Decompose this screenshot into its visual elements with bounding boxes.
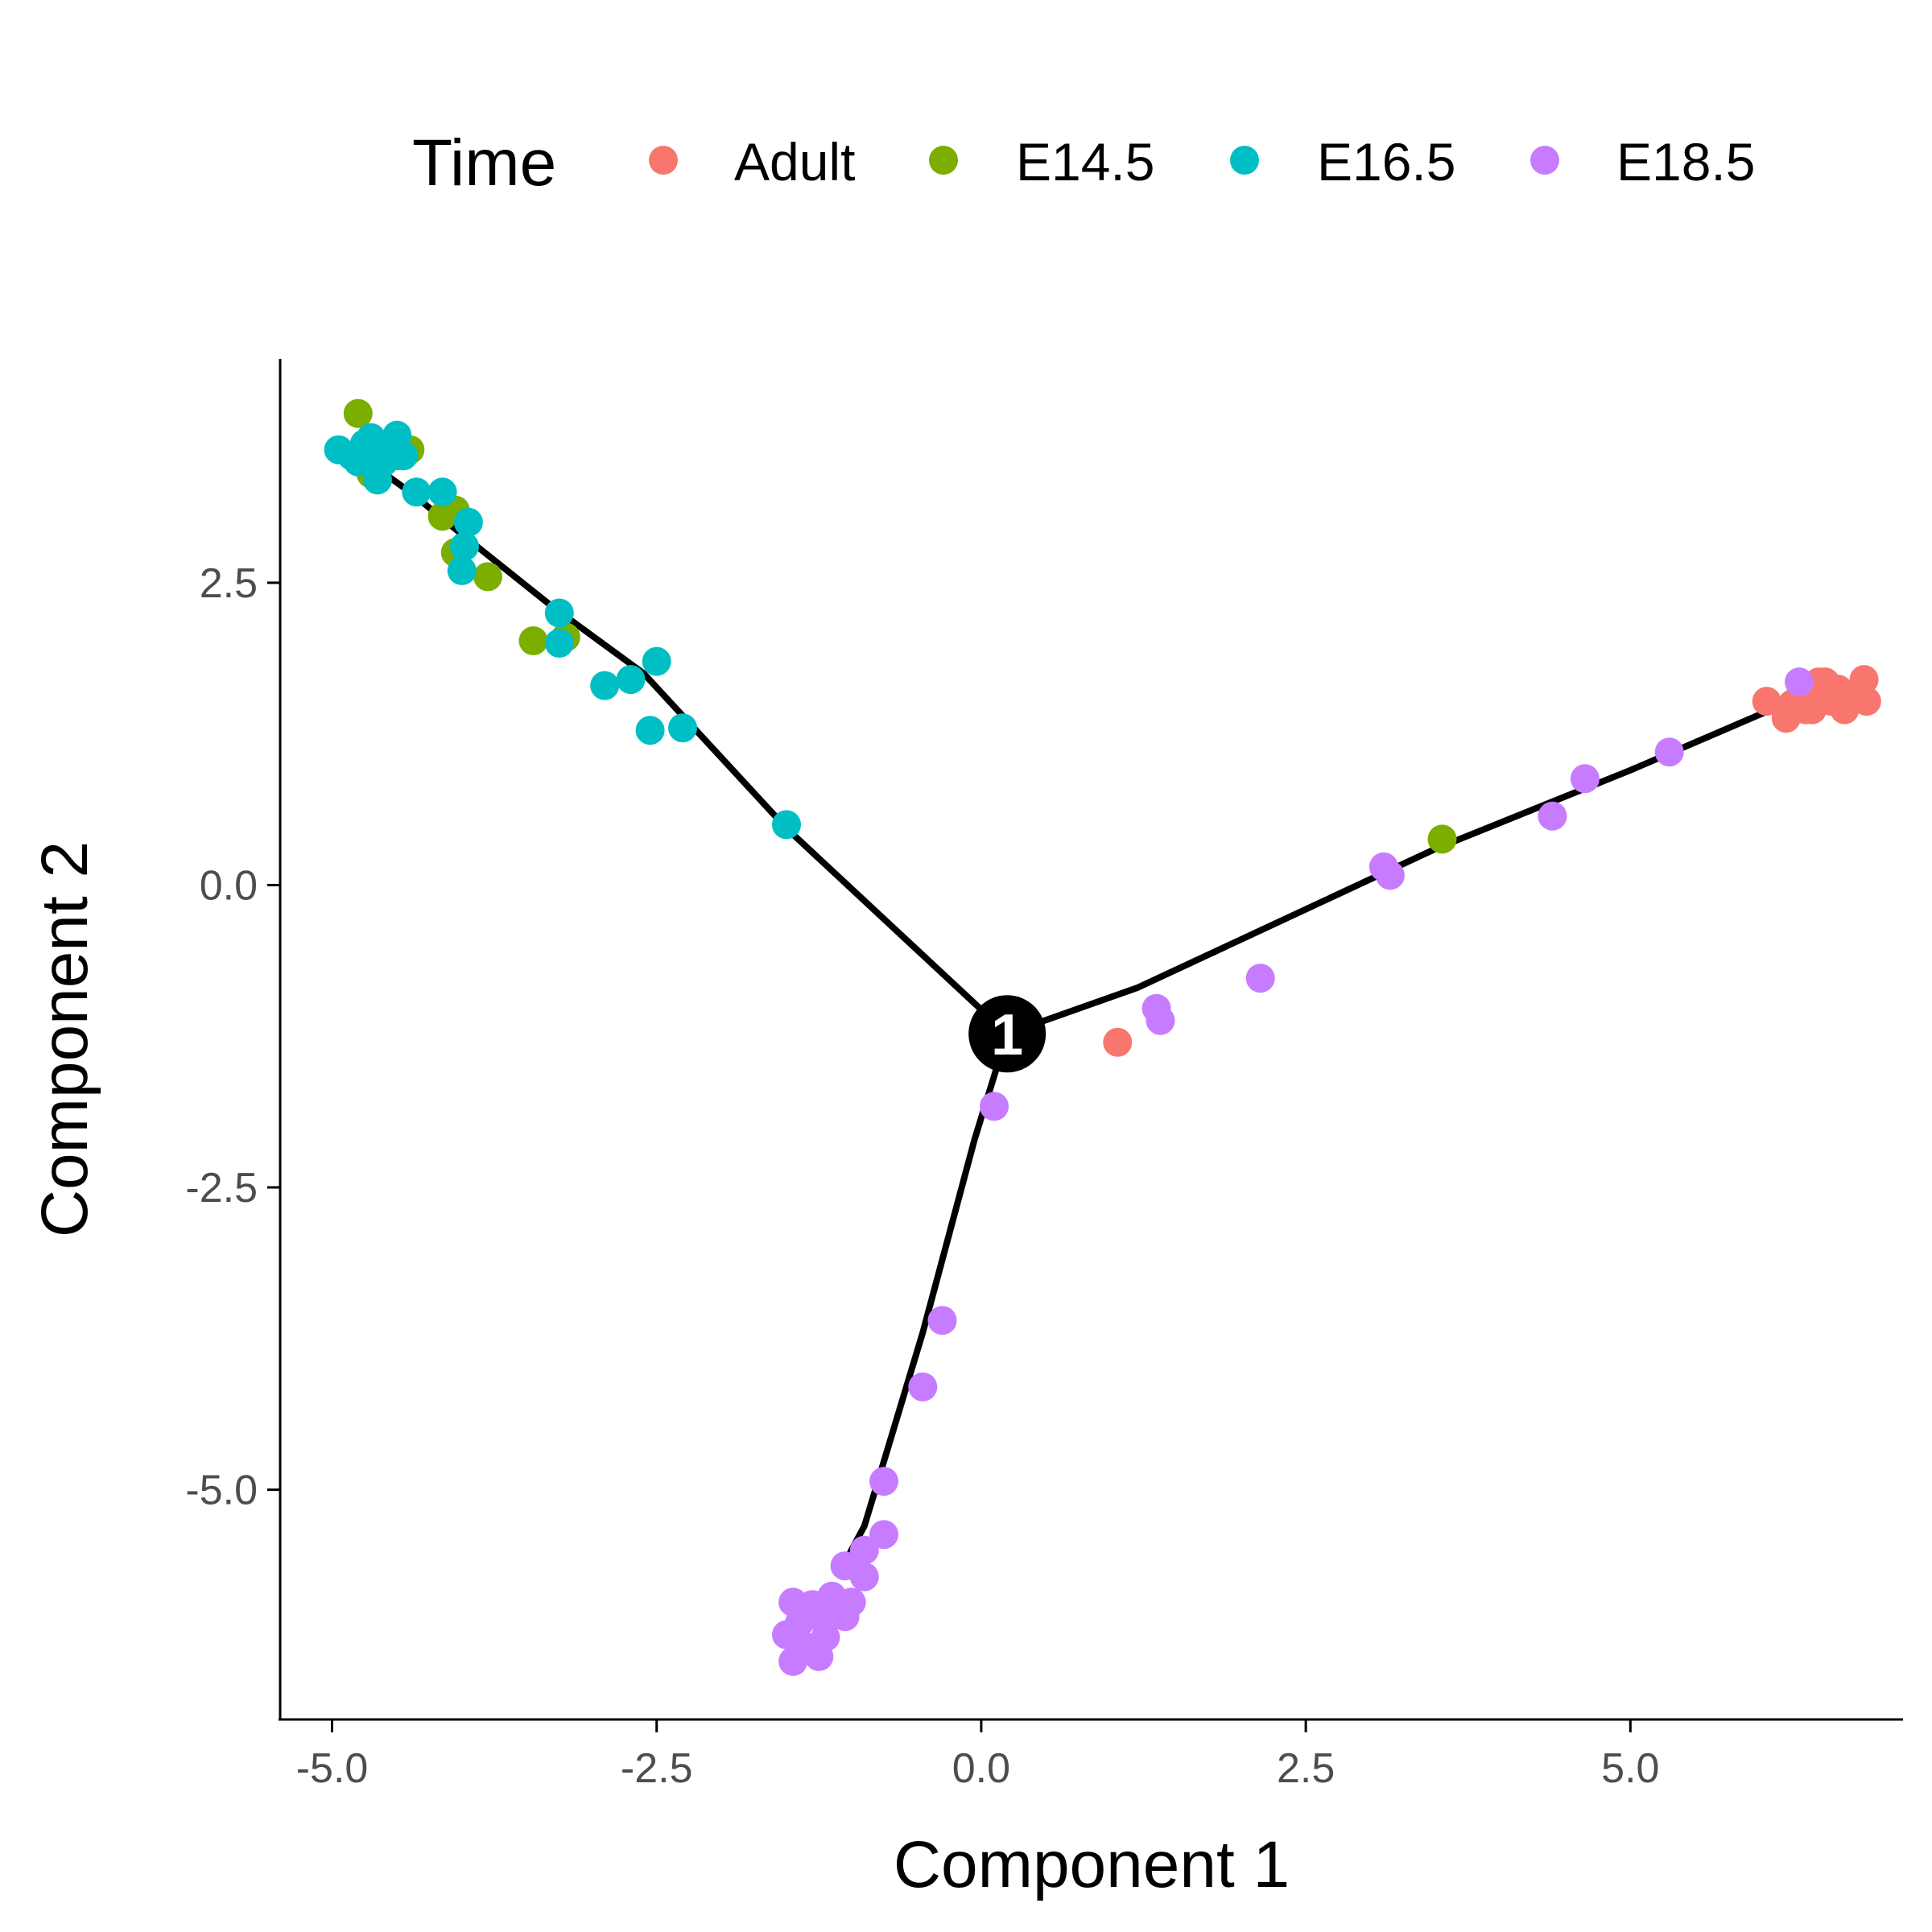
x-tick-label: -5.0 xyxy=(296,1745,369,1792)
legend-entry-e14-5: E14.5 xyxy=(929,132,1154,192)
data-point xyxy=(473,562,502,592)
data-point xyxy=(1427,824,1457,854)
data-point xyxy=(1538,801,1567,831)
legend-entry-e16-5: E16.5 xyxy=(1230,132,1455,192)
data-point xyxy=(453,507,483,537)
data-point xyxy=(849,1562,879,1591)
data-point xyxy=(642,646,671,676)
y-tick-label: -2.5 xyxy=(185,1165,258,1212)
data-point xyxy=(668,713,697,743)
x-ticks: -5.0 -2.5 0.0 2.5 5.0 xyxy=(296,1719,1659,1792)
data-point xyxy=(1146,1005,1175,1035)
data-point xyxy=(1570,764,1600,794)
axes: -5.0 -2.5 0.0 2.5 5.0 -5.0 -2.5 0.0 2.5 Compone… xyxy=(28,359,1903,1901)
branch-point-label: 1 xyxy=(991,1003,1023,1067)
series-e18-5 xyxy=(772,667,1814,1676)
legend-key-adult xyxy=(649,146,678,175)
data-point xyxy=(980,1092,1009,1121)
data-point xyxy=(1245,964,1275,993)
x-axis-title: Component 1 xyxy=(894,1828,1290,1901)
legend-key-e14-5 xyxy=(929,146,958,175)
data-point xyxy=(849,1535,879,1565)
data-point xyxy=(402,477,431,507)
legend-title: Time xyxy=(412,126,556,200)
series-adult xyxy=(1103,665,1881,1057)
branch-point-circle xyxy=(968,995,1046,1073)
x-tick-label: 2.5 xyxy=(1277,1745,1335,1792)
data-point xyxy=(804,1641,834,1671)
data-point xyxy=(1103,1027,1133,1057)
x-tick-label: 5.0 xyxy=(1601,1745,1659,1792)
data-point xyxy=(544,629,574,658)
data-point xyxy=(908,1372,938,1402)
data-point xyxy=(772,810,801,840)
data-point xyxy=(544,598,574,628)
data-point xyxy=(869,1520,898,1550)
y-ticks: -5.0 -2.5 0.0 2.5 xyxy=(185,560,280,1514)
data-point xyxy=(869,1467,898,1496)
legend-key-e18-5 xyxy=(1530,146,1559,175)
legend-entry-adult: Adult xyxy=(649,132,855,192)
legend-label-e18-5: E18.5 xyxy=(1616,132,1755,192)
y-tick-label: 0.0 xyxy=(200,862,258,909)
data-point xyxy=(616,665,646,695)
series-e16-5 xyxy=(324,420,801,840)
branch-point-marker: 1 xyxy=(968,995,1046,1073)
data-point xyxy=(778,1646,808,1676)
legend-entry-e18-5: E18.5 xyxy=(1530,132,1755,192)
data-point xyxy=(1654,737,1684,767)
data-point xyxy=(343,398,373,428)
data-point xyxy=(1849,665,1879,695)
y-axis-title: Component 2 xyxy=(28,841,101,1237)
legend-label-adult: Adult xyxy=(734,132,855,192)
data-point xyxy=(450,531,479,561)
x-tick-label: 0.0 xyxy=(952,1745,1010,1792)
data-point xyxy=(635,716,665,745)
data-point xyxy=(1785,667,1814,697)
data-point xyxy=(927,1306,957,1335)
legend-label-e16-5: E16.5 xyxy=(1317,132,1455,192)
data-point xyxy=(1852,687,1881,716)
data-point xyxy=(518,626,548,655)
data-point xyxy=(590,671,620,700)
data-points xyxy=(324,398,1881,1676)
data-point xyxy=(1375,861,1405,890)
x-tick-label: -2.5 xyxy=(621,1745,693,1792)
data-point xyxy=(1752,687,1781,716)
legend: Time Adult E14.5 E16.5 E18.5 xyxy=(412,126,1755,200)
series-e14-5 xyxy=(343,398,1457,854)
data-point xyxy=(389,441,419,471)
y-tick-label: -5.0 xyxy=(185,1468,258,1514)
data-point xyxy=(1791,695,1820,724)
legend-label-e14-5: E14.5 xyxy=(1016,132,1154,192)
data-point xyxy=(447,555,477,585)
legend-key-e16-5 xyxy=(1230,146,1259,175)
y-tick-label: 2.5 xyxy=(200,560,258,607)
data-point xyxy=(427,477,457,507)
data-point xyxy=(830,1602,860,1632)
